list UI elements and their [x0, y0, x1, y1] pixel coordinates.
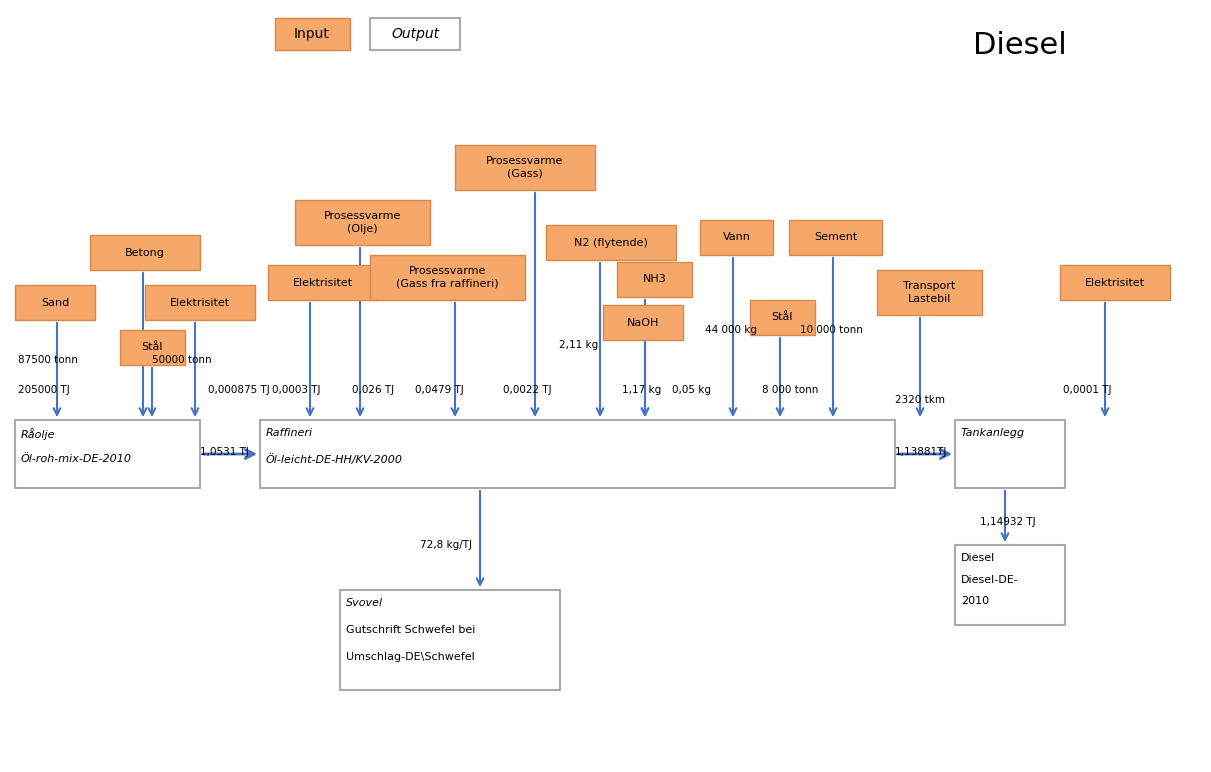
Text: Stål: Stål	[142, 343, 163, 353]
Text: Öl-roh-mix-DE-2010: Öl-roh-mix-DE-2010	[21, 454, 132, 464]
Text: 0,0001 TJ: 0,0001 TJ	[1063, 385, 1112, 395]
Text: 0,0003 TJ: 0,0003 TJ	[272, 385, 321, 395]
FancyBboxPatch shape	[603, 305, 683, 340]
Text: 1,13881TJ: 1,13881TJ	[895, 447, 947, 457]
FancyBboxPatch shape	[120, 330, 185, 365]
Text: Input: Input	[294, 27, 329, 41]
Text: Öl-leicht-DE-HH/KV-2000: Öl-leicht-DE-HH/KV-2000	[266, 454, 403, 465]
Text: Vann: Vann	[723, 232, 751, 242]
Text: 0,026 TJ: 0,026 TJ	[352, 385, 394, 395]
Text: Diesel: Diesel	[962, 553, 995, 563]
Text: 10 000 tonn: 10 000 tonn	[800, 325, 863, 335]
Text: 0,0022 TJ: 0,0022 TJ	[503, 385, 552, 395]
Text: 1,17 kg: 1,17 kg	[622, 385, 661, 395]
FancyBboxPatch shape	[275, 18, 350, 50]
FancyBboxPatch shape	[455, 145, 595, 190]
Text: 8 000 tonn: 8 000 tonn	[762, 385, 819, 395]
Text: Gutschrift Schwefel bei: Gutschrift Schwefel bei	[346, 625, 476, 635]
Text: 205000 TJ: 205000 TJ	[18, 385, 70, 395]
FancyBboxPatch shape	[295, 200, 430, 245]
Text: N2 (flytende): N2 (flytende)	[574, 238, 648, 248]
Text: Prosessvarme
(Gass): Prosessvarme (Gass)	[487, 156, 563, 178]
FancyBboxPatch shape	[750, 300, 815, 335]
Text: Betong: Betong	[125, 248, 165, 258]
Text: 2010: 2010	[962, 597, 989, 607]
Text: 87500 tonn: 87500 tonn	[18, 355, 78, 365]
FancyBboxPatch shape	[371, 18, 460, 50]
Text: Prosessvarme
(Olje): Prosessvarme (Olje)	[323, 212, 401, 234]
Text: Sand: Sand	[41, 297, 69, 307]
Text: 50000 tonn: 50000 tonn	[153, 355, 212, 365]
Text: Raffineri: Raffineri	[266, 428, 314, 438]
Text: Sement: Sement	[814, 232, 857, 242]
FancyBboxPatch shape	[90, 235, 200, 270]
Text: Transport
Lastebil: Transport Lastebil	[903, 281, 955, 303]
FancyBboxPatch shape	[340, 590, 559, 690]
Text: 1,0531 TJ: 1,0531 TJ	[200, 447, 249, 457]
Text: Output: Output	[391, 27, 440, 41]
FancyBboxPatch shape	[616, 262, 691, 297]
Text: Elektrisitet: Elektrisitet	[170, 297, 230, 307]
Text: Råolje: Råolje	[21, 428, 56, 440]
Text: 44 000 kg: 44 000 kg	[705, 325, 757, 335]
FancyBboxPatch shape	[1060, 265, 1170, 300]
Text: Tankanlegg: Tankanlegg	[962, 428, 1026, 438]
FancyBboxPatch shape	[260, 420, 895, 488]
FancyBboxPatch shape	[955, 420, 1064, 488]
Text: NaOH: NaOH	[627, 317, 659, 327]
FancyBboxPatch shape	[877, 270, 982, 315]
FancyBboxPatch shape	[700, 220, 773, 255]
FancyBboxPatch shape	[371, 255, 526, 300]
Text: Elektrisitet: Elektrisitet	[1085, 277, 1146, 287]
Text: Diesel: Diesel	[974, 31, 1067, 59]
FancyBboxPatch shape	[145, 285, 256, 320]
FancyBboxPatch shape	[15, 420, 200, 488]
Text: 0,05 kg: 0,05 kg	[672, 385, 711, 395]
Text: Elektrisitet: Elektrisitet	[293, 277, 354, 287]
FancyBboxPatch shape	[15, 285, 94, 320]
FancyBboxPatch shape	[268, 265, 378, 300]
Text: 0,000875 TJ: 0,000875 TJ	[208, 385, 270, 395]
Text: Umschlag-DE\Schwefel: Umschlag-DE\Schwefel	[346, 652, 475, 662]
Text: Prosessvarme
(Gass fra raffineri): Prosessvarme (Gass fra raffineri)	[396, 266, 499, 289]
Text: 0,0479 TJ: 0,0479 TJ	[415, 385, 464, 395]
Text: Svovel: Svovel	[346, 598, 383, 608]
Text: 72,8 kg/TJ: 72,8 kg/TJ	[420, 540, 472, 550]
Text: Stål: Stål	[771, 313, 793, 323]
Text: 2,11 kg: 2,11 kg	[559, 340, 598, 350]
Text: Diesel-DE-: Diesel-DE-	[962, 574, 1018, 584]
Text: 2320 tkm: 2320 tkm	[895, 395, 945, 405]
FancyBboxPatch shape	[546, 225, 676, 260]
Text: NH3: NH3	[643, 275, 666, 285]
FancyBboxPatch shape	[955, 545, 1064, 625]
Text: 1,14932 TJ: 1,14932 TJ	[980, 517, 1035, 527]
FancyBboxPatch shape	[790, 220, 882, 255]
